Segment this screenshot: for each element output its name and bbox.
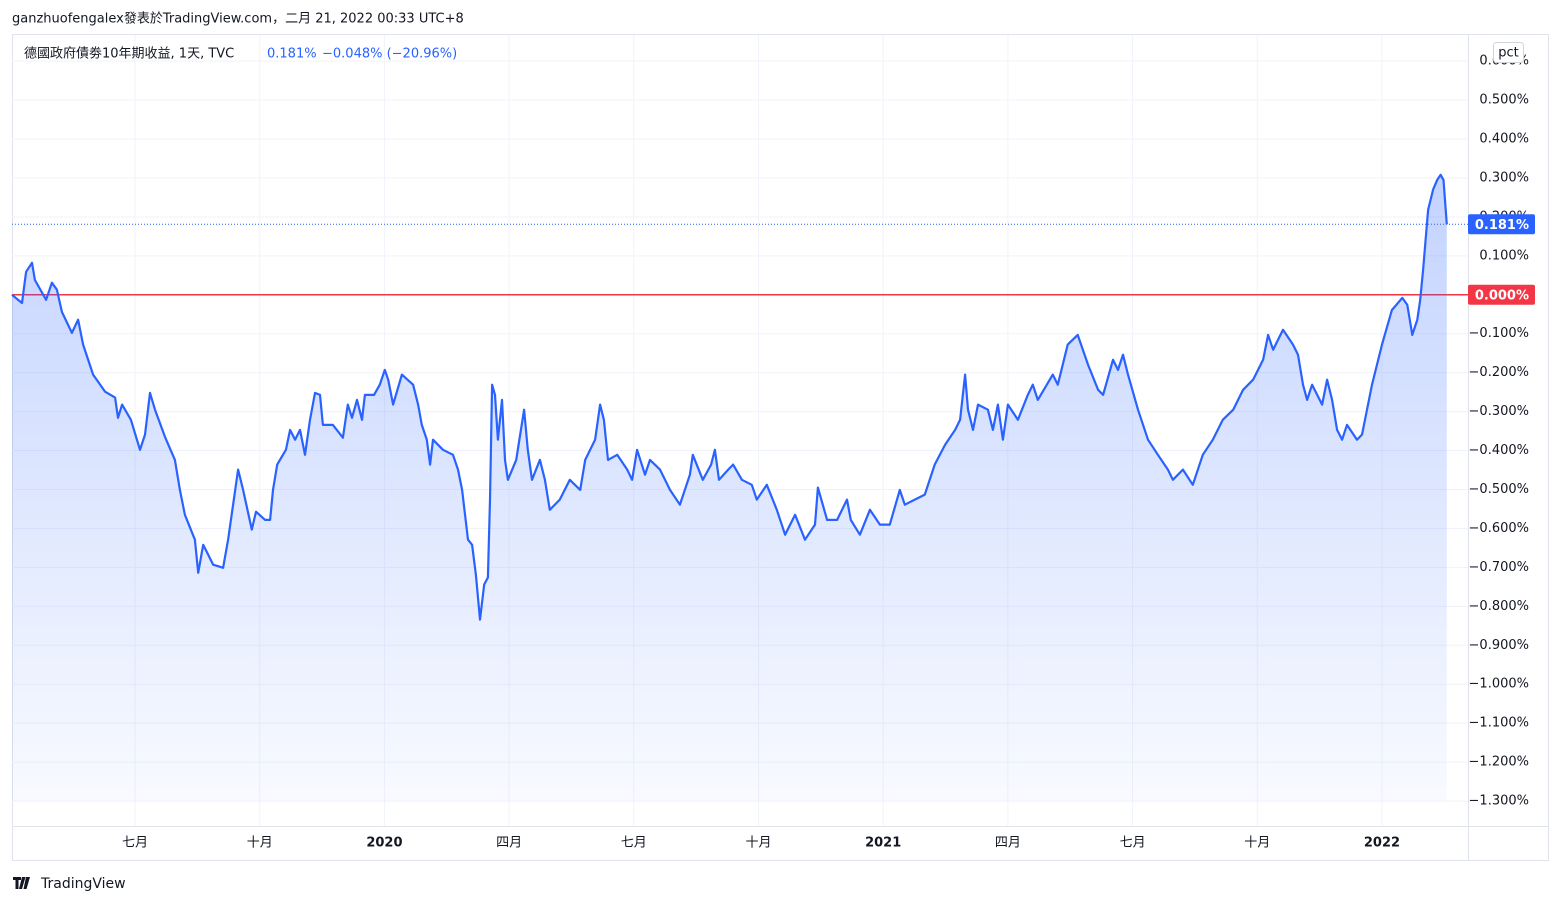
x-tick-label: 十月 — [745, 836, 771, 851]
brand: TradingView — [13, 876, 126, 892]
x-tick-label: 十月 — [1244, 836, 1270, 851]
x-tick-label: 七月 — [1120, 836, 1146, 851]
scale-button[interactable] — [1493, 42, 1524, 63]
x-tick-label: 2020 — [366, 836, 402, 851]
legend-value: 0.181% — [267, 47, 317, 62]
attribution: ganzhuofengalex發表於TradingView.com，二月 21,… — [12, 11, 464, 27]
area-fill — [12, 174, 1447, 802]
y-tick-label: −1.100% — [1469, 716, 1529, 731]
y-tick-label: −0.300% — [1469, 404, 1529, 419]
x-tick-label: 2022 — [1364, 836, 1400, 851]
y-tick-label: 0.400% — [1479, 131, 1529, 146]
reference-box — [1468, 284, 1535, 305]
series-line — [11, 173, 1448, 621]
y-tick-label: −0.600% — [1469, 521, 1529, 536]
x-tick-label: 七月 — [621, 836, 647, 851]
last-value-box — [1468, 214, 1535, 235]
x-tick-label: 2021 — [865, 836, 901, 851]
brand-name: TradingView — [40, 876, 126, 892]
x-tick-label: 四月 — [496, 836, 522, 851]
x-tick-label: 四月 — [995, 836, 1021, 851]
y-tick-label: −0.800% — [1469, 599, 1529, 614]
y-tick-label: −0.700% — [1469, 560, 1529, 575]
y-tick-label: −0.900% — [1469, 638, 1529, 653]
y-tick-label: −0.200% — [1469, 365, 1529, 380]
y-tick-label: −0.500% — [1469, 482, 1529, 497]
reference-label: 0.000% — [1475, 288, 1529, 303]
x-tick-label: 十月 — [247, 836, 273, 851]
y-tick-label: 0.300% — [1479, 170, 1529, 185]
legend-title: 德國政府債劵10年期收益, 1天, TVC — [24, 47, 234, 62]
x-tick-label: 七月 — [122, 836, 148, 851]
y-tick-label: −0.100% — [1469, 326, 1529, 341]
y-tick-label: −0.400% — [1469, 443, 1529, 458]
last-value-label: 0.181% — [1475, 218, 1529, 233]
y-tick-label: −1.000% — [1469, 677, 1529, 692]
legend-change: −0.048% (−20.96%) — [322, 47, 457, 62]
scale-button-label[interactable]: pct — [1498, 46, 1519, 61]
y-tick-label: 0.100% — [1479, 248, 1529, 263]
y-tick-label: 0.500% — [1479, 93, 1529, 108]
y-tick-label: −1.200% — [1469, 755, 1529, 770]
brand-logo — [13, 877, 30, 889]
y-tick-label: −1.300% — [1469, 794, 1529, 809]
